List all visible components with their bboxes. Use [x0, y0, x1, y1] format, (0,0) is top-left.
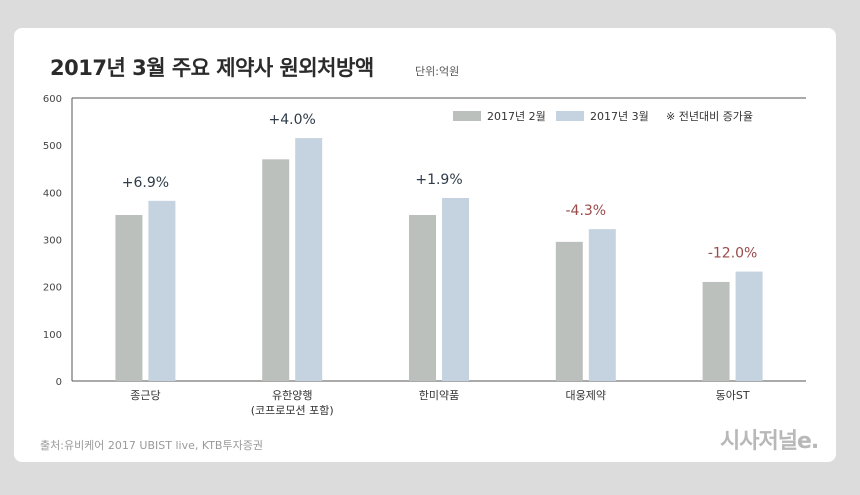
change-label: -4.3% — [565, 203, 606, 219]
publisher-logo: 시사저널e. — [720, 429, 819, 454]
legend-label-mar: 2017년 3월 — [590, 110, 649, 123]
bar-feb — [115, 214, 143, 381]
change-label: +4.0% — [269, 112, 316, 128]
bar-mar — [588, 229, 616, 381]
legend-swatch-mar — [556, 111, 584, 121]
bar-feb — [555, 241, 583, 381]
bar-feb — [262, 159, 290, 381]
source-note: 출처:유비케어 2017 UBIST live, KTB투자증권 — [40, 439, 263, 452]
legend-label-feb: 2017년 2월 — [487, 110, 546, 123]
legend-note: ※ 전년대비 증가율 — [666, 110, 753, 123]
legend-swatch-feb — [453, 111, 481, 121]
category-label: (코프로모션 포함) — [251, 404, 334, 417]
bar-mar — [148, 200, 176, 381]
category-label: 유한양행 — [272, 389, 312, 402]
y-tick-label: 600 — [43, 94, 62, 105]
y-tick-label: 500 — [43, 141, 62, 152]
bar-mar — [295, 138, 323, 381]
unit-label: 단위:억원 — [415, 65, 460, 78]
chart-title: 2017년 3월 주요 제약사 원외처방액 — [50, 56, 374, 80]
category-label: 한미약품 — [419, 388, 459, 402]
category-label: 동아ST — [716, 389, 750, 402]
category-label: 대웅제약 — [566, 388, 606, 402]
y-tick-label: 200 — [43, 283, 62, 294]
change-label: -12.0% — [708, 246, 758, 262]
y-tick-label: 100 — [43, 330, 62, 341]
bar-mar — [735, 271, 763, 381]
y-tick-label: 300 — [43, 236, 62, 247]
bar-feb — [409, 214, 436, 381]
bar-feb — [702, 281, 730, 381]
bar-mar — [442, 197, 469, 381]
category-label: 종근당 — [130, 389, 160, 402]
change-label: +1.9% — [415, 172, 462, 188]
y-tick-label: 400 — [43, 188, 62, 199]
y-tick-label: 0 — [56, 377, 62, 388]
change-label: +6.9% — [122, 175, 169, 191]
